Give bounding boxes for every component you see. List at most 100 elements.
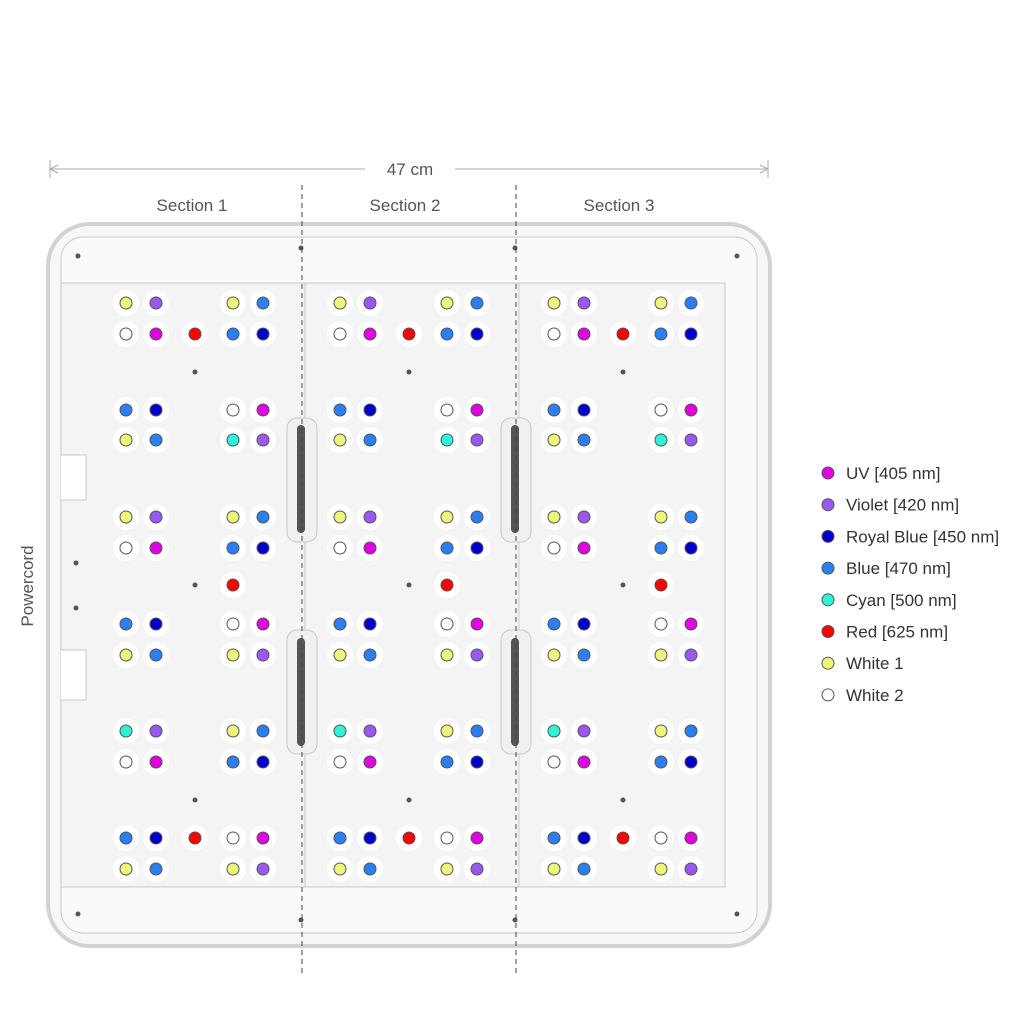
led-uv xyxy=(363,755,377,769)
led-b xyxy=(333,403,347,417)
legend-label-rb: Royal Blue [450 nm] xyxy=(846,527,999,546)
led-c xyxy=(547,724,561,738)
led-rb xyxy=(149,403,163,417)
led-b xyxy=(363,648,377,662)
mount-hole xyxy=(406,797,412,803)
led-w2 xyxy=(333,541,347,555)
legend-swatch-b xyxy=(821,561,835,575)
legend-swatch-rb xyxy=(821,529,835,543)
led-w1 xyxy=(333,296,347,310)
led-w1 xyxy=(333,433,347,447)
led-w1 xyxy=(119,433,133,447)
led-v xyxy=(684,433,698,447)
led-v xyxy=(256,862,270,876)
dimension-line xyxy=(48,160,770,178)
led-w2 xyxy=(654,831,668,845)
led-w1 xyxy=(119,510,133,524)
led-v xyxy=(577,510,591,524)
led-b xyxy=(577,433,591,447)
led-b xyxy=(470,296,484,310)
led-b xyxy=(684,724,698,738)
led-w1 xyxy=(440,510,454,524)
led-b xyxy=(149,433,163,447)
powercord-label: Powercord xyxy=(18,545,37,626)
legend-label-w1: White 1 xyxy=(846,654,904,673)
led-uv xyxy=(577,755,591,769)
led-w1 xyxy=(333,510,347,524)
led-rb xyxy=(470,541,484,555)
led-b xyxy=(684,296,698,310)
led-b xyxy=(119,403,133,417)
led-w1 xyxy=(440,862,454,876)
led-rb xyxy=(363,617,377,631)
led-b xyxy=(440,755,454,769)
led-rb xyxy=(577,403,591,417)
led-w1 xyxy=(547,648,561,662)
led-b xyxy=(577,648,591,662)
led-v xyxy=(577,724,591,738)
led-w2 xyxy=(654,403,668,417)
led-v xyxy=(149,510,163,524)
led-w2 xyxy=(440,403,454,417)
led-v xyxy=(256,433,270,447)
led-r xyxy=(616,327,630,341)
mount-hole xyxy=(406,369,412,375)
led-b xyxy=(333,617,347,631)
led-b xyxy=(363,433,377,447)
led-b xyxy=(256,724,270,738)
led-b xyxy=(119,831,133,845)
led-b xyxy=(654,755,668,769)
legend-label-w2: White 2 xyxy=(846,686,904,705)
led-w1 xyxy=(226,648,240,662)
mount-hole xyxy=(620,369,626,375)
led-rb xyxy=(470,327,484,341)
led-w2 xyxy=(226,403,240,417)
led-b xyxy=(149,862,163,876)
led-w1 xyxy=(440,724,454,738)
led-w2 xyxy=(226,617,240,631)
led-rb xyxy=(470,755,484,769)
led-w1 xyxy=(654,648,668,662)
led-v xyxy=(684,648,698,662)
led-rb xyxy=(149,831,163,845)
led-w1 xyxy=(654,296,668,310)
led-r xyxy=(188,831,202,845)
led-rb xyxy=(363,403,377,417)
led-uv xyxy=(684,403,698,417)
led-w1 xyxy=(226,862,240,876)
section-dividers xyxy=(301,185,517,975)
legend-label-b: Blue [470 nm] xyxy=(846,559,951,578)
led-rb xyxy=(256,327,270,341)
handles xyxy=(286,417,532,755)
led-w1 xyxy=(547,433,561,447)
led-b xyxy=(577,862,591,876)
led-v xyxy=(470,862,484,876)
led-uv xyxy=(577,541,591,555)
led-b xyxy=(470,724,484,738)
led-w2 xyxy=(547,541,561,555)
led-w2 xyxy=(440,831,454,845)
legend: UV [405 nm] Violet [420 nm] Royal Blue [45… xyxy=(821,464,999,705)
led-r xyxy=(616,831,630,845)
led-uv xyxy=(470,403,484,417)
led-rb xyxy=(577,831,591,845)
led-uv xyxy=(684,617,698,631)
legend-label-r: Red [625 nm] xyxy=(846,623,948,642)
led-uv xyxy=(363,327,377,341)
led-w1 xyxy=(654,724,668,738)
led-b xyxy=(333,831,347,845)
led-w1 xyxy=(226,296,240,310)
led-uv xyxy=(256,403,270,417)
led-rb xyxy=(363,831,377,845)
led-v xyxy=(149,296,163,310)
led-b xyxy=(654,327,668,341)
led-w1 xyxy=(654,862,668,876)
led-b xyxy=(547,617,561,631)
led-b xyxy=(440,541,454,555)
mount-hole xyxy=(620,582,626,588)
led-b xyxy=(226,755,240,769)
led-v xyxy=(363,296,377,310)
dimension-label: 47 cm xyxy=(387,160,433,179)
mount-hole xyxy=(192,797,198,803)
